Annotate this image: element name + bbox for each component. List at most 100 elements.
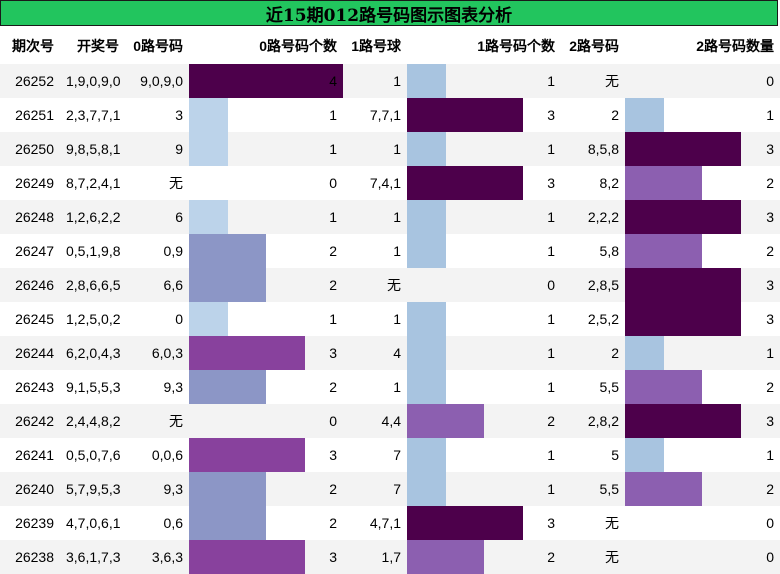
count-value: 1 [547,209,555,225]
route1-numbers-cell: 7,4,1 [343,166,407,200]
count-value: 0 [766,73,774,89]
count-value: 2 [329,481,337,497]
header-route2: 2路号码 [569,38,619,54]
route1-count-cell: 3 [407,98,561,132]
count-value: 1 [547,243,555,259]
route1-count-cell: 1 [407,234,561,268]
route1-numbers-cell: 4,4 [343,404,407,438]
count-value: 2 [766,243,774,259]
route-analysis-table: 期次号 开奖号 0路号码 0路号码个数 1路号球 1路号码个数 2路号码 2路号… [0,28,780,574]
route2-count-cell: 2 [625,234,780,268]
route2-numbers-cell: 5 [561,438,625,472]
table-row: 26249 8,7,2,4,1 无 0 7,4,1 3 8,2 2 [0,166,780,200]
count-bar [407,336,446,370]
route0-numbers-cell: 9,3 [125,472,189,506]
route1-numbers-cell: 1 [343,200,407,234]
route0-count-cell: 2 [189,472,343,506]
route0-count-cell: 1 [189,200,343,234]
count-value: 1 [547,73,555,89]
count-value: 0 [766,515,774,531]
route2-numbers-cell: 2,8,5 [561,268,625,302]
route0-count-cell: 0 [189,404,343,438]
draw-numbers-cell: 2,8,6,6,5 [60,268,125,302]
route0-numbers-cell: 3,6,3 [125,540,189,574]
draw-numbers-cell: 1,9,0,9,0 [60,64,125,98]
count-bar [625,472,702,506]
route2-numbers-cell: 无 [561,540,625,574]
count-value: 2 [547,413,555,429]
route2-count-cell: 3 [625,200,780,234]
count-bar [625,438,664,472]
route2-numbers-cell: 5,8 [561,234,625,268]
route1-count-cell: 2 [407,404,561,438]
route0-numbers-cell: 6,6 [125,268,189,302]
draw-numbers-cell: 6,2,0,4,3 [60,336,125,370]
route2-count-cell: 2 [625,472,780,506]
route2-numbers-cell: 8,5,8 [561,132,625,166]
period-cell: 26252 [0,64,60,98]
route1-numbers-cell: 1 [343,302,407,336]
period-cell: 26245 [0,302,60,336]
count-bar [625,98,664,132]
count-bar [189,336,305,370]
route0-numbers-cell: 3 [125,98,189,132]
route2-count-cell: 0 [625,64,780,98]
route2-numbers-cell: 2 [561,98,625,132]
table-row: 26240 5,7,9,5,3 9,3 2 7 1 5,5 2 [0,472,780,506]
count-bar [625,268,741,302]
count-bar [407,472,446,506]
count-value: 1 [329,107,337,123]
route1-numbers-cell: 7,7,1 [343,98,407,132]
route2-count-cell: 3 [625,302,780,336]
period-cell: 26250 [0,132,60,166]
period-cell: 26248 [0,200,60,234]
count-value: 2 [329,277,337,293]
count-bar [625,370,702,404]
route1-numbers-cell: 1 [343,234,407,268]
route1-count-cell: 2 [407,540,561,574]
count-value: 1 [547,141,555,157]
header-route0: 0路号码 [133,38,183,54]
count-value: 3 [329,345,337,361]
period-cell: 26249 [0,166,60,200]
count-bar [625,404,741,438]
count-value: 3 [766,413,774,429]
draw-numbers-cell: 0,5,1,9,8 [60,234,125,268]
route1-numbers-cell: 1 [343,132,407,166]
route2-numbers-cell: 5,5 [561,472,625,506]
period-cell: 26239 [0,506,60,540]
header-route1: 1路号球 [351,38,401,54]
header-route0-count: 0路号码个数 [259,38,337,54]
count-bar [189,506,266,540]
route2-count-cell: 1 [625,98,780,132]
route0-count-cell: 2 [189,268,343,302]
count-bar [407,506,523,540]
count-value: 3 [329,549,337,565]
count-value: 2 [547,549,555,565]
route1-count-cell: 1 [407,336,561,370]
count-bar [407,404,484,438]
table-row: 26247 0,5,1,9,8 0,9 2 1 1 5,8 2 [0,234,780,268]
count-bar [625,234,702,268]
count-bar [189,370,266,404]
route2-numbers-cell: 2,5,2 [561,302,625,336]
route1-count-cell: 1 [407,132,561,166]
route2-numbers-cell: 8,2 [561,166,625,200]
period-cell: 26251 [0,98,60,132]
count-value: 3 [329,447,337,463]
count-bar [189,64,343,98]
count-value: 0 [329,175,337,191]
period-cell: 26238 [0,540,60,574]
count-value: 1 [766,107,774,123]
route0-count-cell: 0 [189,166,343,200]
table-row: 26245 1,2,5,0,2 0 1 1 1 2,5,2 3 [0,302,780,336]
route1-count-cell: 3 [407,166,561,200]
count-bar [625,132,741,166]
route0-numbers-cell: 无 [125,166,189,200]
count-bar [625,166,702,200]
count-bar [625,200,741,234]
count-bar [189,200,228,234]
table-row: 26250 9,8,5,8,1 9 1 1 1 8,5,8 3 [0,132,780,166]
count-value: 2 [329,515,337,531]
count-value: 0 [329,413,337,429]
